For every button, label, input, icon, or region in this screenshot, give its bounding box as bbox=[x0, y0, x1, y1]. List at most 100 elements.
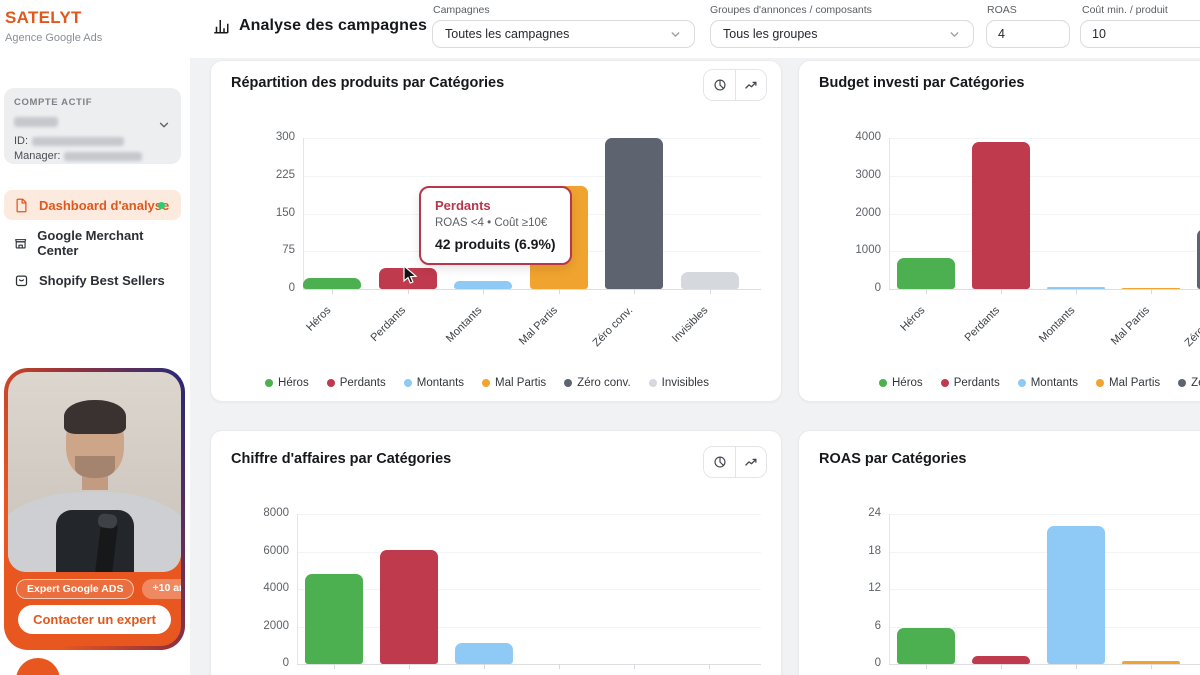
tooltip-subtitle: ROAS <4 • Coût ≥10€ bbox=[435, 217, 548, 229]
filter-campagnes-select[interactable]: Toutes les campagnes bbox=[432, 20, 695, 48]
y-axis-tick-label: 4000 bbox=[855, 131, 881, 143]
y-axis-tick-label: 300 bbox=[275, 131, 295, 143]
x-axis-label: Invisibles bbox=[560, 299, 710, 344]
chat-bubble-button[interactable] bbox=[16, 658, 60, 675]
card-title: Répartition des produits par Catégories bbox=[231, 75, 505, 91]
x-axis-tick bbox=[1151, 289, 1152, 294]
bar-mal-partis[interactable] bbox=[1122, 661, 1180, 664]
legend-item-h-ros[interactable]: Héros bbox=[265, 377, 309, 389]
legend-item-perdants[interactable]: Perdants bbox=[326, 377, 386, 389]
y-axis-line bbox=[889, 138, 890, 289]
gridline bbox=[297, 514, 761, 515]
bar-montants[interactable] bbox=[1047, 287, 1105, 289]
sidebar-item-shopify[interactable]: Shopify Best Sellers bbox=[4, 265, 181, 295]
legend-dot bbox=[1096, 379, 1105, 387]
x-axis-tick bbox=[334, 664, 335, 669]
y-axis-tick-label: 75 bbox=[282, 244, 295, 257]
x-axis-line bbox=[303, 289, 761, 290]
y-axis-tick-label: 18 bbox=[868, 544, 881, 557]
x-axis-label: Zéro conv. bbox=[1076, 299, 1200, 349]
bar-mal-partis[interactable] bbox=[1122, 288, 1180, 289]
gridline bbox=[889, 551, 1200, 553]
expert-badge: Expert Google ADS bbox=[16, 579, 135, 599]
account-id-redacted bbox=[32, 136, 125, 146]
account-manager-redacted bbox=[64, 151, 143, 161]
gridline bbox=[889, 213, 1200, 215]
sidebar-item-dashboard[interactable]: Dashboard d'analyse bbox=[4, 190, 181, 220]
expert-video-frame[interactable] bbox=[8, 372, 181, 572]
bar-chart-budget: 0 1000 2000 3000 4000 Héros Perdants Montants Ma… bbox=[799, 61, 1200, 401]
account-manager-label: Manager: bbox=[14, 150, 61, 162]
legend-item-z-ro-conv[interactable]: Zéro conv. bbox=[564, 377, 631, 389]
bar-z-ro-conv[interactable] bbox=[1197, 229, 1200, 289]
card-budget-investi: Budget investi par Catégories 0 1000 2000 3… bbox=[798, 60, 1200, 402]
filter-groupes-select[interactable]: Tous les groupes bbox=[710, 20, 974, 48]
bar-h-ros[interactable] bbox=[897, 258, 955, 289]
pie-chart-toggle-button[interactable] bbox=[704, 70, 735, 100]
line-chart-toggle-button[interactable] bbox=[735, 70, 766, 100]
contact-expert-button[interactable]: Contacter un expert bbox=[18, 605, 171, 634]
legend-label: Zéro conv. bbox=[577, 377, 631, 389]
sidebar-item-merchant-center[interactable]: Google Merchant Center bbox=[4, 228, 181, 258]
sidebar-item-label: Dashboard d'analyse bbox=[39, 197, 170, 213]
chevron-down-icon[interactable] bbox=[157, 118, 171, 132]
bar-montants[interactable] bbox=[455, 643, 513, 664]
legend-dot bbox=[1017, 379, 1026, 387]
filter-roas-input[interactable] bbox=[986, 20, 1070, 48]
legend-item-perdants[interactable]: Perdants bbox=[940, 377, 1000, 389]
legend-item-mal-partis[interactable]: Mal Partis bbox=[1096, 377, 1160, 389]
y-axis-tick-label: 8000 bbox=[263, 507, 289, 519]
legend-item-z-ro-conv[interactable]: Zéro conv. bbox=[1178, 377, 1200, 389]
legend-item-h-ros[interactable]: Héros bbox=[879, 377, 923, 389]
line-chart-toggle-button[interactable] bbox=[735, 447, 766, 477]
trending-up-icon bbox=[744, 81, 756, 89]
y-axis-tick-label: 150 bbox=[275, 206, 295, 219]
x-axis-tick bbox=[709, 664, 710, 669]
filter-cout-input[interactable] bbox=[1080, 20, 1200, 48]
filter-cout-label: Coût min. / produit bbox=[1082, 4, 1168, 16]
bar-montants[interactable] bbox=[454, 281, 512, 289]
legend-dot bbox=[879, 379, 887, 387]
bar-perdants[interactable] bbox=[972, 656, 1030, 664]
chart-legend: Héros Perdants Montants Mal Partis Zéro conv… bbox=[211, 377, 781, 389]
gridline bbox=[303, 175, 761, 177]
account-name-redacted bbox=[14, 117, 58, 127]
y-axis-line bbox=[303, 138, 304, 289]
card-title: Chiffre d'affaires par Catégories bbox=[231, 451, 452, 467]
account-id-label: ID: bbox=[14, 135, 29, 147]
legend-label: Montants bbox=[416, 377, 465, 389]
legend-item-montants[interactable]: Montants bbox=[1017, 377, 1078, 389]
x-axis-tick bbox=[1001, 664, 1002, 669]
y-axis-line bbox=[297, 514, 298, 664]
bar-perdants[interactable] bbox=[972, 142, 1030, 289]
legend-label: Invisibles bbox=[661, 377, 709, 389]
chevron-down-icon bbox=[671, 31, 680, 37]
expert-video-widget: Expert Google ADS +10 ans Contacter un e… bbox=[4, 368, 185, 650]
x-axis-tick bbox=[1001, 289, 1002, 294]
y-axis-tick-label: 0 bbox=[288, 282, 295, 294]
chart-legend: Héros Perdants Montants Mal Partis Zéro conv… bbox=[879, 377, 1200, 389]
pie-chart-toggle-button[interactable] bbox=[704, 447, 735, 477]
bar-montants[interactable] bbox=[1047, 526, 1105, 664]
legend-dot bbox=[564, 379, 573, 387]
x-axis-tick bbox=[709, 289, 711, 294]
legend-dot bbox=[403, 379, 412, 387]
bar-h-ros[interactable] bbox=[303, 278, 361, 289]
chart-tooltip: Perdants ROAS <4 • Coût ≥10€ 42 produits… bbox=[419, 186, 572, 265]
gridline bbox=[889, 626, 1200, 628]
legend-item-montants[interactable]: Montants bbox=[403, 377, 465, 389]
x-axis-tick bbox=[634, 664, 635, 669]
bar-perdants[interactable] bbox=[380, 550, 438, 664]
gridline bbox=[297, 551, 761, 553]
page-title: Analyse des campagnes bbox=[239, 17, 427, 34]
bar-z-ro-conv[interactable] bbox=[605, 138, 663, 289]
bar-h-ros[interactable] bbox=[897, 628, 955, 664]
y-axis-line bbox=[889, 514, 890, 664]
legend-item-mal-partis[interactable]: Mal Partis bbox=[482, 377, 546, 389]
bar-h-ros[interactable] bbox=[305, 574, 363, 664]
analytics-icon bbox=[214, 20, 229, 34]
legend-label: Mal Partis bbox=[495, 377, 547, 389]
legend-item-invisibles[interactable]: Invisibles bbox=[648, 377, 709, 389]
bar-invisibles[interactable] bbox=[680, 272, 739, 289]
account-card[interactable]: COMPTE ACTIF ID: Manager: bbox=[4, 88, 181, 164]
